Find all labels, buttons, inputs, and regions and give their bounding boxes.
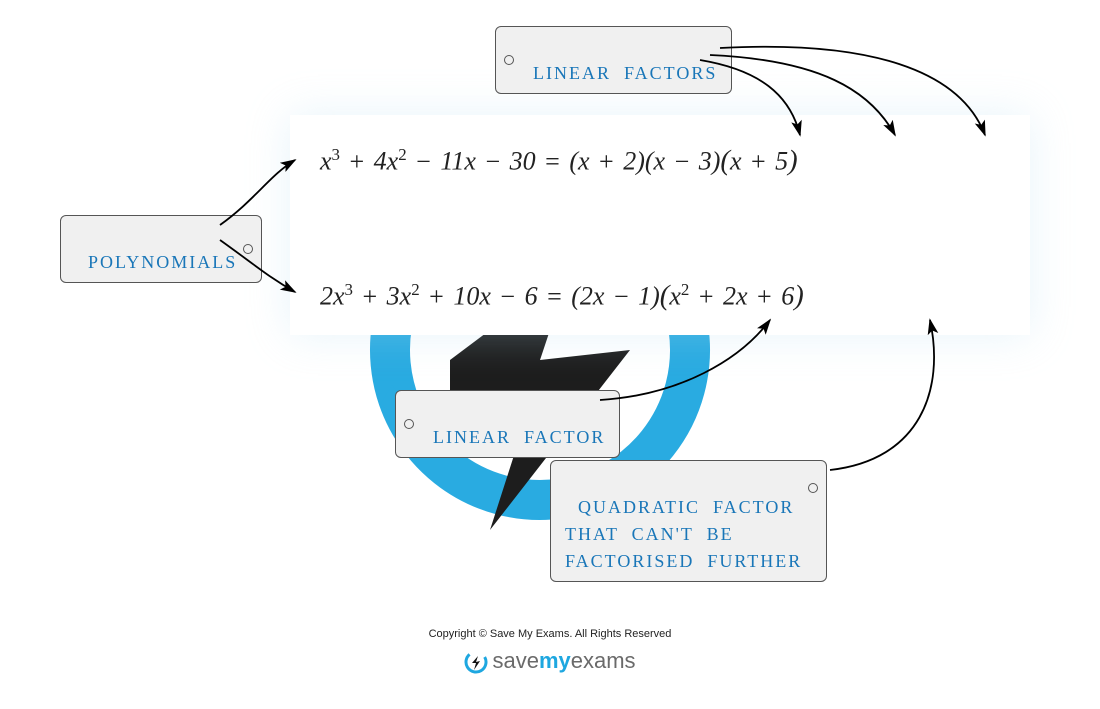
tag-label: QUADRATIC FACTOR THAT CAN'T BE FACTORISE… xyxy=(565,497,802,571)
tag-linear-factor: LINEAR FACTOR xyxy=(395,390,620,458)
annotation-arrows xyxy=(0,0,1100,709)
brand-my: my xyxy=(539,648,571,673)
brand-exams: exams xyxy=(571,648,636,673)
brand-logo: savemyexams xyxy=(0,648,1100,674)
equation-2: 2x3 + 3x2 + 10x − 6 = (2x − 1)(x2 + 2x +… xyxy=(320,280,804,313)
copyright-text: Copyright © Save My Exams. All Rights Re… xyxy=(0,628,1100,640)
tag-label: LINEAR FACTORS xyxy=(533,63,717,83)
tag-linear-factors: LINEAR FACTORS xyxy=(495,26,732,94)
tag-quadratic-factor: QUADRATIC FACTOR THAT CAN'T BE FACTORISE… xyxy=(550,460,827,582)
brand-save: save xyxy=(492,648,538,673)
tag-polynomials: POLYNOMIALS xyxy=(60,215,262,283)
equation-1: x3 + 4x2 − 11x − 30 = (x + 2)(x − 3)(x +… xyxy=(320,145,798,178)
bolt-icon xyxy=(464,650,488,674)
tag-label: LINEAR FACTOR xyxy=(433,427,605,447)
tag-label: POLYNOMIALS xyxy=(88,252,237,272)
